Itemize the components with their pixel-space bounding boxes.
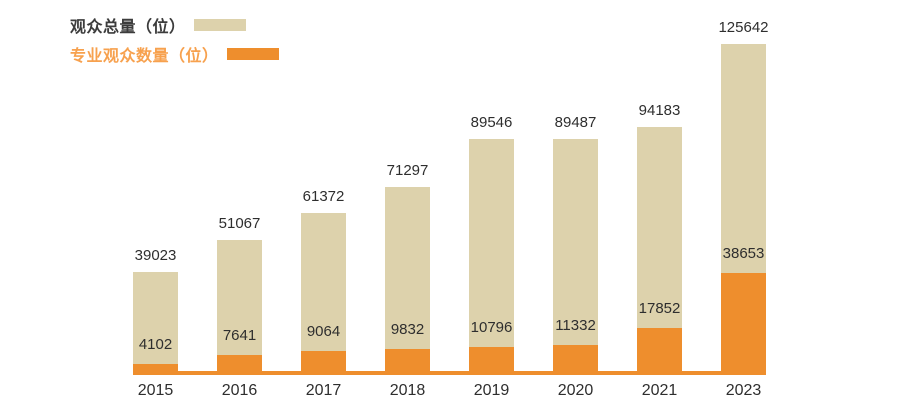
legend-item-professional: 专业观众数量（位）: [70, 43, 279, 65]
year-label: 2015: [137, 382, 174, 399]
legend: 观众总量（位） 专业观众数量（位）: [70, 14, 279, 72]
professional-bar: [721, 273, 766, 375]
year-label: 2018: [389, 382, 426, 399]
year-label: 2021: [641, 382, 678, 399]
professional-bar: [385, 349, 430, 375]
professional-bar: [469, 347, 514, 375]
year-label: 2023: [725, 382, 762, 399]
year-label: 2016: [221, 382, 258, 399]
professional-value-label: 17852: [638, 300, 681, 317]
total-value-label: 89546: [470, 114, 513, 131]
bar-group: 51067 7641 2016: [217, 215, 262, 399]
legend-swatch-professional: [226, 48, 279, 60]
year-label: 2017: [305, 382, 342, 399]
professional-value-label: 38653: [722, 245, 765, 262]
total-value-label: 89487: [554, 114, 597, 131]
professional-value-label: 11332: [555, 317, 596, 334]
professional-bar: [553, 345, 598, 375]
total-value-label: 71297: [386, 162, 429, 179]
professional-bar: [637, 328, 682, 375]
bar-group: 89487 11332 2020: [553, 114, 598, 399]
total-value-label: 39023: [134, 247, 177, 264]
bar-group: 61372 9064 2017: [301, 188, 346, 399]
legend-item-total: 观众总量（位）: [70, 14, 279, 36]
total-value-label: 61372: [302, 188, 345, 205]
bar-group: 125642 38653 2023: [718, 19, 768, 399]
professional-value-label: 4102: [138, 336, 173, 353]
professional-value-label: 7641: [222, 327, 257, 344]
bar-group: 39023 4102 2015: [133, 247, 178, 399]
total-value-label: 125642: [718, 19, 769, 36]
bar-group: 94183 17852 2021: [637, 102, 682, 399]
professional-bar: [217, 355, 262, 375]
professional-bar: [133, 364, 178, 375]
professional-value-label: 9064: [306, 323, 341, 340]
bar-group: 89546 10796 2019: [469, 114, 514, 399]
legend-label-professional: 专业观众数量（位）: [70, 48, 219, 65]
year-label: 2020: [557, 382, 594, 399]
professional-value-label: 10796: [470, 319, 513, 336]
professional-value-label: 9832: [390, 321, 425, 338]
legend-label-total: 观众总量（位）: [70, 19, 186, 36]
total-value-label: 94183: [638, 102, 681, 119]
x-axis-line: [133, 371, 766, 375]
total-value-label: 51067: [218, 215, 261, 232]
plot-area: 39023 4102 2015 51067 7641 2016 61372 90…: [133, 19, 769, 399]
bar-group: 71297 9832 2018: [385, 162, 430, 399]
professional-bar: [301, 351, 346, 375]
legend-swatch-total: [193, 19, 246, 31]
year-label: 2019: [473, 382, 510, 399]
